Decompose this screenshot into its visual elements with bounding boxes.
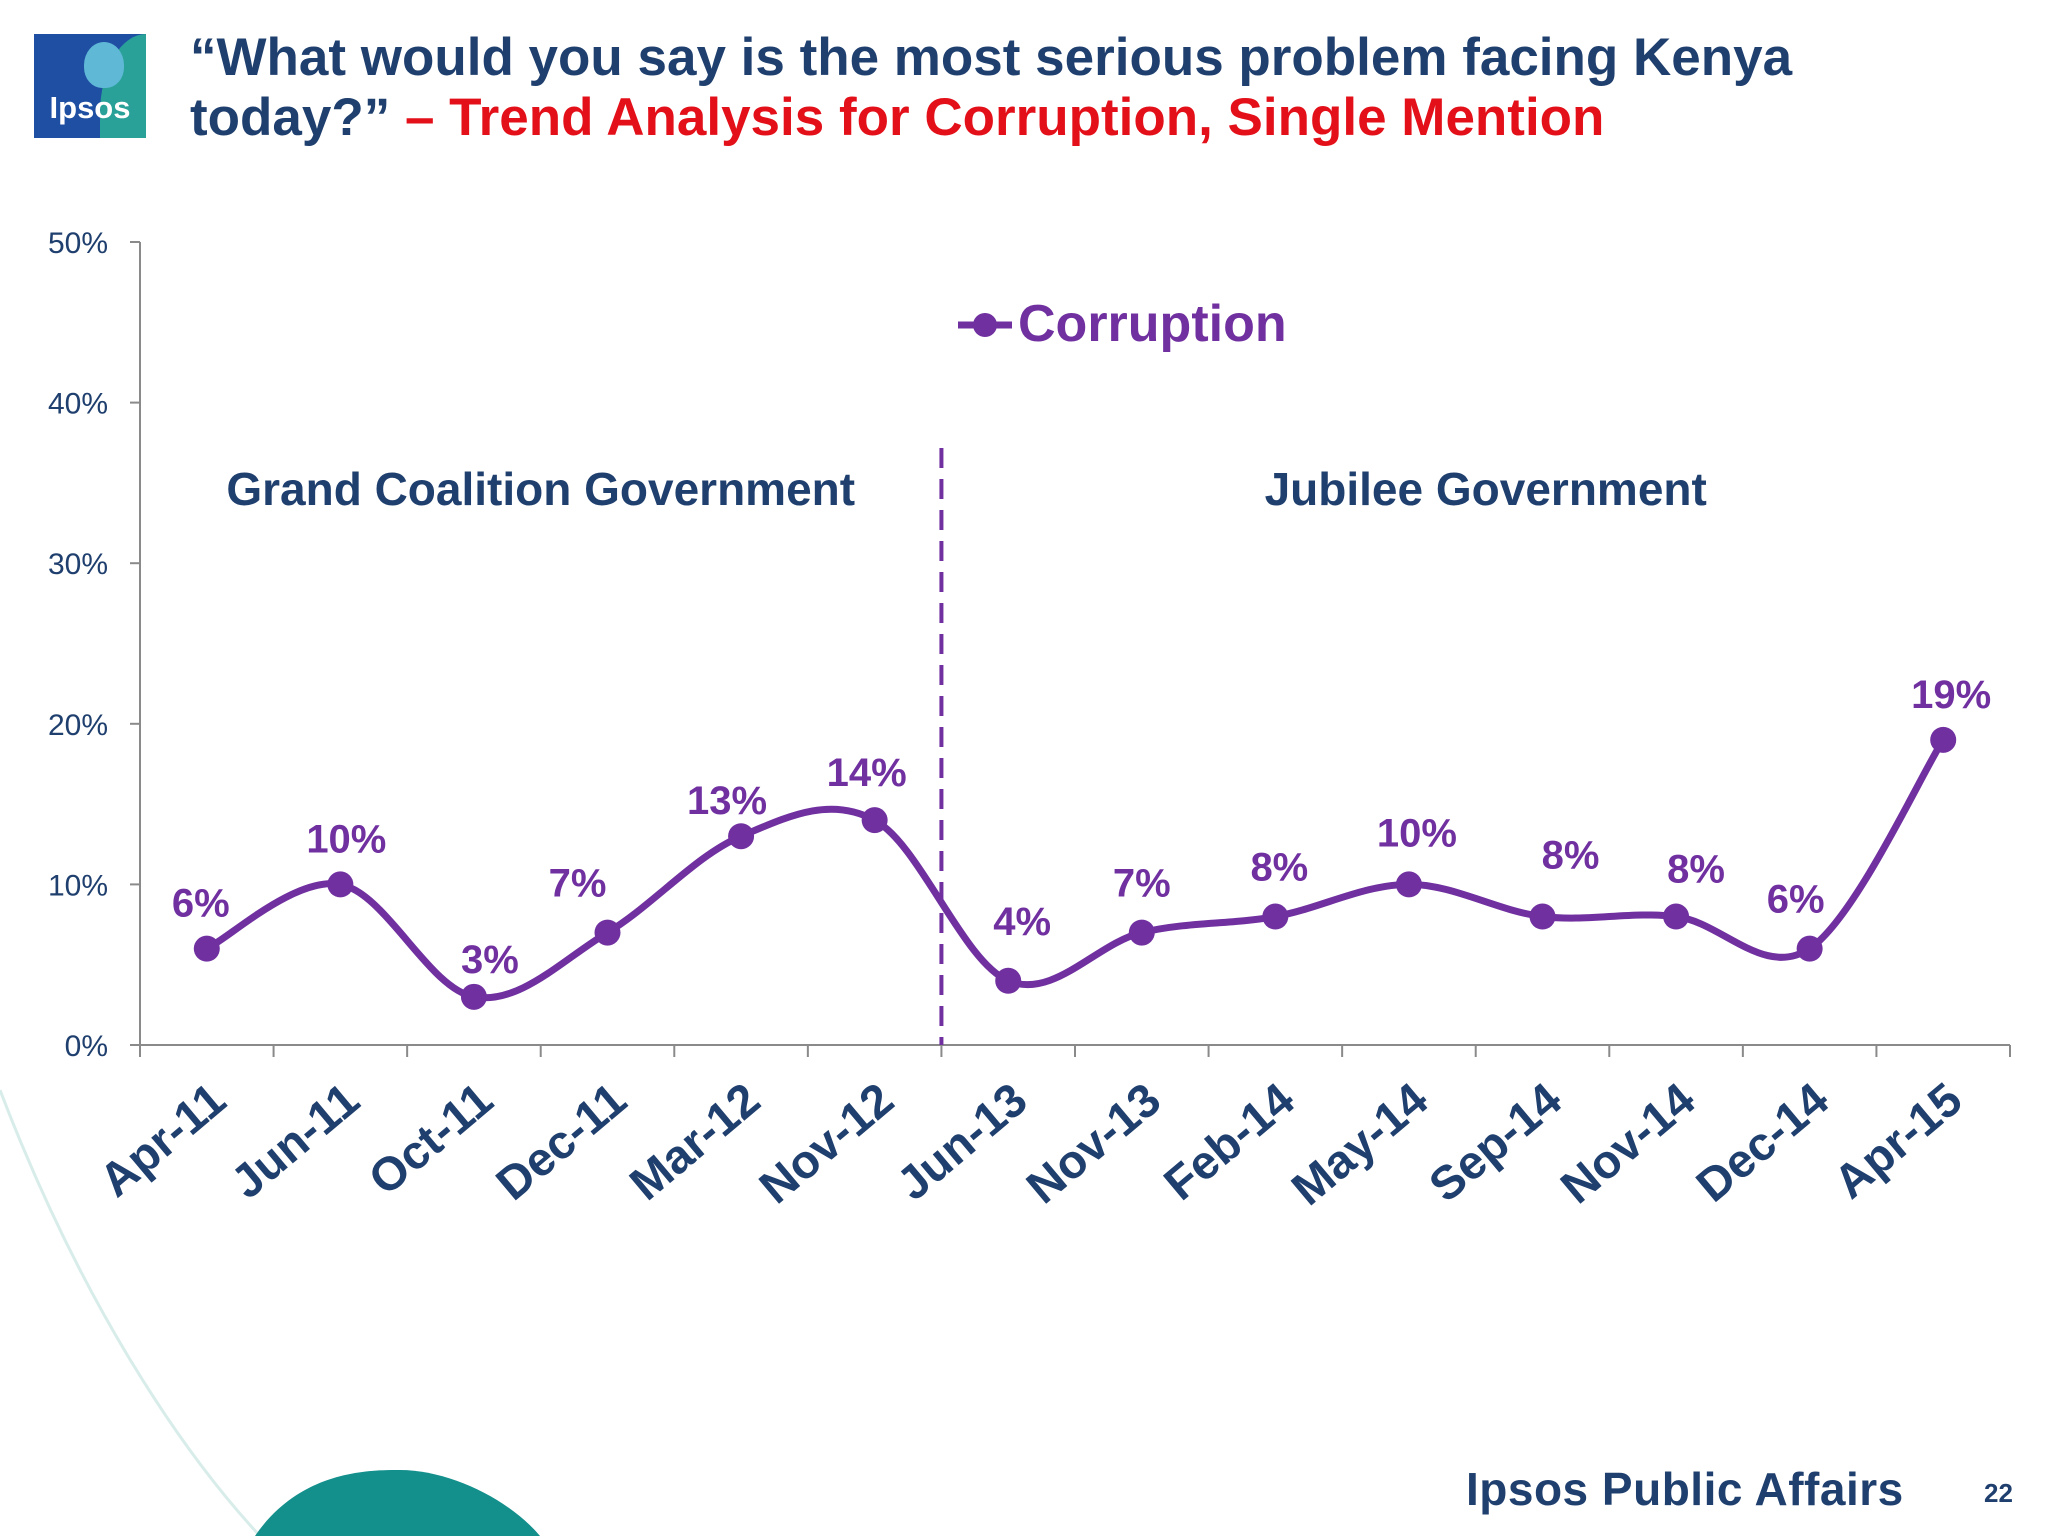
x-tick-label: Nov-14 bbox=[1550, 1072, 1704, 1213]
data-label: 6% bbox=[1767, 878, 1825, 922]
corruption-data-point bbox=[861, 807, 888, 834]
corruption-data-point bbox=[1663, 903, 1690, 930]
data-label: 8% bbox=[1250, 846, 1308, 890]
footer-brand: Ipsos Public Affairs bbox=[1466, 1463, 1904, 1515]
decorative-teal-circle bbox=[255, 1470, 540, 1536]
data-label: 10% bbox=[306, 817, 386, 861]
data-label: 14% bbox=[827, 751, 907, 795]
x-tick-label: Apr-11 bbox=[89, 1072, 235, 1207]
corruption-data-point bbox=[1262, 903, 1289, 930]
data-label: 8% bbox=[1542, 834, 1600, 878]
x-tick-label: Feb-14 bbox=[1154, 1072, 1304, 1210]
data-label: 6% bbox=[172, 882, 230, 926]
y-tick-label: 30% bbox=[48, 548, 108, 581]
x-tick-label: Apr-15 bbox=[1824, 1072, 1972, 1208]
ipsos-logo: Ipsos bbox=[34, 34, 146, 138]
x-tick-label: Jun-13 bbox=[887, 1072, 1037, 1210]
data-label: 7% bbox=[1113, 862, 1171, 906]
corruption-data-point bbox=[594, 919, 621, 946]
x-tick-label: Nov-12 bbox=[749, 1072, 903, 1213]
x-tick-label: Nov-13 bbox=[1016, 1072, 1170, 1213]
corruption-data-point bbox=[1128, 919, 1155, 946]
data-label: 3% bbox=[461, 938, 519, 982]
x-tick-label: Mar-12 bbox=[619, 1072, 769, 1210]
period-label-jubilee: Jubilee Government bbox=[1265, 463, 1707, 515]
y-tick-label: 0% bbox=[65, 1030, 108, 1063]
x-tick-label: Jun-11 bbox=[221, 1072, 369, 1208]
title-subtitle: – Trend Analysis for Corruption, Single … bbox=[390, 88, 1605, 147]
page-number: 22 bbox=[1984, 1478, 2013, 1508]
title-question: “What would you say is the most serious … bbox=[190, 28, 1793, 147]
y-tick-label: 10% bbox=[48, 869, 108, 902]
corruption-data-point bbox=[327, 871, 354, 898]
logo-text: Ipsos bbox=[49, 90, 131, 125]
legend-label-corruption: Corruption bbox=[1018, 295, 1287, 353]
decorative-arc bbox=[0, 1089, 262, 1536]
x-tick-label: Dec-14 bbox=[1686, 1072, 1838, 1212]
page-title: “What would you say is the most serious … bbox=[190, 28, 1990, 148]
corruption-data-point bbox=[1930, 726, 1957, 753]
data-label: 13% bbox=[687, 779, 767, 823]
corruption-data-point bbox=[1529, 903, 1556, 930]
y-tick-label: 40% bbox=[48, 388, 108, 421]
data-label: 7% bbox=[549, 862, 607, 906]
data-label: 10% bbox=[1377, 811, 1457, 855]
legend-marker bbox=[973, 313, 997, 337]
data-label: 4% bbox=[993, 900, 1051, 944]
corruption-data-point bbox=[728, 823, 755, 850]
corruption-data-point bbox=[1796, 935, 1823, 962]
data-label: 19% bbox=[1911, 673, 1991, 717]
corruption-data-point bbox=[995, 967, 1022, 994]
y-tick-label: 50% bbox=[48, 227, 108, 260]
y-tick-label: 20% bbox=[48, 709, 108, 742]
corruption-data-point bbox=[193, 935, 220, 962]
corruption-data-point bbox=[460, 983, 487, 1010]
data-label: 8% bbox=[1667, 848, 1725, 892]
x-tick-label: Sep-14 bbox=[1419, 1072, 1571, 1212]
logo-head-icon bbox=[84, 42, 124, 88]
x-tick-label: Dec-11 bbox=[486, 1072, 636, 1210]
corruption-data-point bbox=[1395, 871, 1422, 898]
period-label-grand-coalition: Grand Coalition Government bbox=[226, 463, 855, 515]
x-tick-label: May-14 bbox=[1281, 1072, 1437, 1215]
x-tick-label: Oct-11 bbox=[358, 1072, 502, 1205]
